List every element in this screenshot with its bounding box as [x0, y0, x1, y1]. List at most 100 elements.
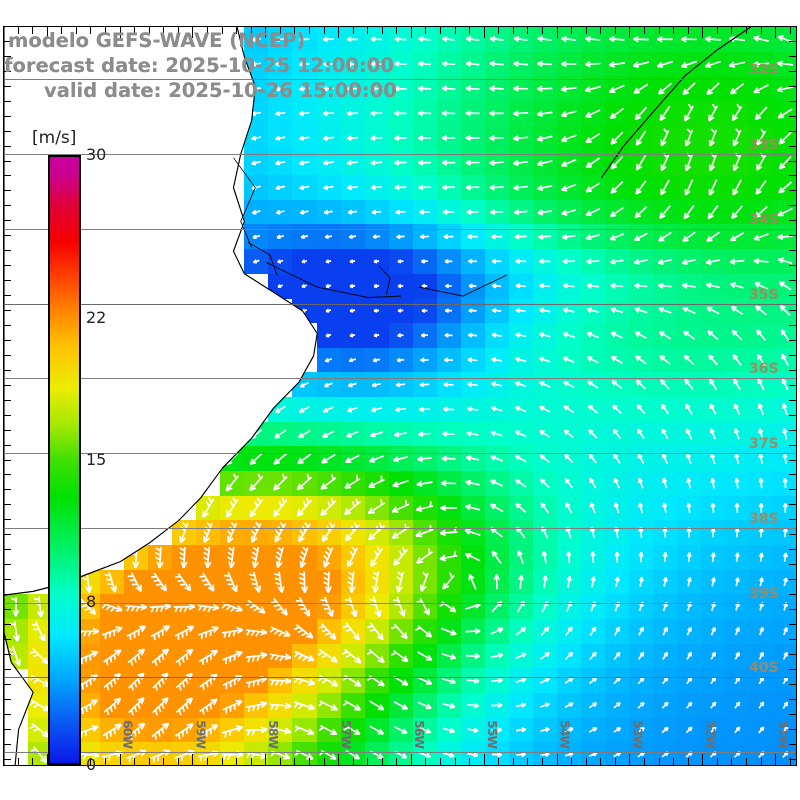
axis-tick: [761, 758, 762, 765]
axis-tick: [789, 744, 796, 745]
axis-tick: [396, 27, 397, 34]
axis-tick: [629, 754, 630, 765]
lon-label-55W: 55W: [484, 720, 500, 749]
gridline-lat: [4, 378, 796, 379]
axis-tick: [440, 758, 441, 765]
lon-label-59W: 59W: [193, 720, 209, 749]
lat-label-34S: 34S: [749, 211, 779, 228]
colorbar-tick-22: 22: [86, 307, 107, 327]
axis-tick: [484, 27, 485, 38]
lat-label-36S: 36S: [749, 361, 779, 378]
axis-tick: [455, 27, 456, 34]
axis-tick: [527, 27, 528, 34]
axis-tick: [615, 27, 616, 34]
axis-tick: [789, 654, 796, 655]
axis-tick: [789, 385, 796, 386]
axis-tick: [207, 758, 208, 765]
gridline-lat: [4, 453, 796, 454]
axis-tick: [192, 27, 193, 38]
axis-tick: [789, 205, 796, 206]
lon-label-56W: 56W: [411, 720, 427, 749]
axis-tick: [4, 489, 11, 490]
axis-tick: [90, 27, 91, 34]
gridline-lat: [4, 752, 796, 753]
axis-tick: [542, 758, 543, 765]
axis-tick: [324, 758, 325, 765]
axis-tick: [280, 758, 281, 765]
axis-tick: [789, 146, 796, 147]
axis-tick: [324, 27, 325, 34]
axis-tick: [586, 758, 587, 765]
axis-tick: [789, 56, 796, 57]
axis-tick: [527, 758, 528, 765]
axis-tick: [789, 220, 796, 221]
axis-tick: [192, 754, 193, 765]
axis-tick: [4, 131, 11, 132]
axis-tick: [105, 758, 106, 765]
axis-tick: [4, 519, 11, 520]
axis-tick: [425, 758, 426, 765]
lon-label-57W: 57W: [339, 720, 355, 749]
axis-tick: [789, 669, 796, 670]
axis-tick: [789, 579, 796, 580]
axis-tick: [789, 624, 796, 625]
axis-tick: [789, 460, 796, 461]
axis-tick: [4, 265, 11, 266]
axis-tick: [222, 27, 223, 34]
axis-tick: [790, 27, 791, 34]
colorbar-tick-0: 0: [86, 755, 97, 775]
axis-tick: [4, 250, 11, 251]
model-title: modelo GEFS-WAVE (NCEP): [8, 29, 306, 52]
axis-tick: [367, 27, 368, 34]
axis-tick: [4, 41, 11, 42]
gridline-lat: [4, 603, 796, 604]
axis-tick: [411, 754, 412, 765]
map-canvas-frame[interactable]: [3, 26, 797, 766]
axis-tick: [789, 594, 796, 595]
axis-tick: [761, 27, 762, 34]
axis-tick: [789, 370, 796, 371]
axis-tick: [4, 504, 11, 505]
axis-tick: [4, 684, 11, 685]
axis-tick: [3, 758, 4, 765]
axis-tick: [4, 280, 11, 281]
axis-tick: [789, 280, 796, 281]
axis-tick: [789, 684, 796, 685]
axis-tick: [396, 758, 397, 765]
axis-tick: [440, 27, 441, 34]
axis-tick: [4, 86, 11, 87]
lat-label-35S: 35S: [749, 286, 779, 303]
axis-tick: [498, 27, 499, 34]
axis-tick: [702, 754, 703, 765]
lon-label-54W: 54W: [557, 720, 573, 749]
axis-tick: [789, 340, 796, 341]
axis-tick: [702, 27, 703, 38]
axis-tick: [789, 161, 796, 162]
lat-label-39S: 39S: [749, 585, 779, 602]
axis-tick: [382, 27, 383, 34]
axis-tick: [4, 325, 11, 326]
axis-tick: [789, 355, 796, 356]
gridline-lat: [4, 154, 796, 155]
axis-tick: [47, 27, 48, 38]
axis-tick: [4, 161, 11, 162]
axis-tick: [571, 27, 572, 34]
axis-tick: [265, 754, 266, 765]
axis-tick: [120, 754, 121, 765]
axis-tick: [4, 729, 11, 730]
axis-tick: [789, 101, 796, 102]
axis-tick: [4, 56, 11, 57]
axis-tick: [789, 325, 796, 326]
colorbar-tick-30: 30: [86, 145, 107, 165]
axis-tick: [207, 27, 208, 34]
axis-tick: [4, 624, 11, 625]
axis-tick: [586, 27, 587, 34]
axis-tick: [731, 27, 732, 34]
axis-tick: [4, 235, 11, 236]
axis-tick: [775, 27, 776, 38]
colorbar-tick-15: 15: [86, 450, 107, 470]
axis-tick: [789, 295, 796, 296]
axis-tick: [4, 400, 11, 401]
axis-tick: [4, 609, 11, 610]
axis-tick: [789, 235, 796, 236]
